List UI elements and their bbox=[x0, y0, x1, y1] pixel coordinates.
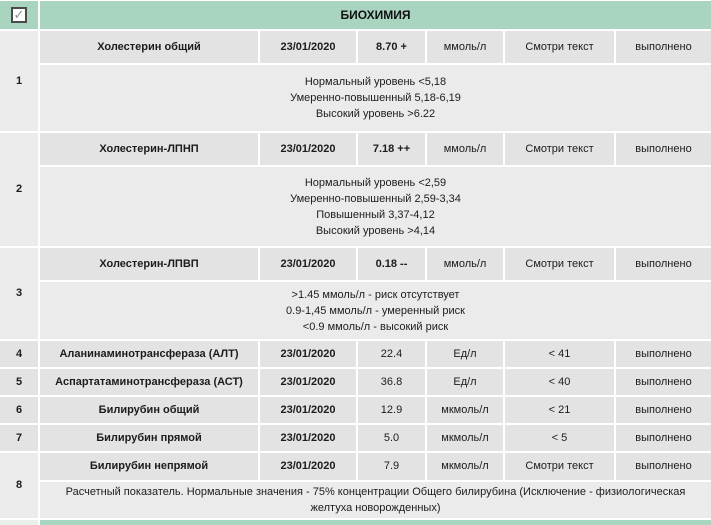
test-reference: Смотри текст bbox=[505, 248, 614, 280]
test-units: ммоль/л bbox=[427, 248, 503, 280]
test-date: 23/01/2020 bbox=[260, 425, 356, 451]
note-line: <0.9 ммоль/л - высокий риск bbox=[302, 320, 449, 333]
test-date: 23/01/2020 bbox=[260, 133, 356, 165]
row-number: 4 bbox=[0, 341, 38, 367]
test-value: 7.18 ++ bbox=[358, 133, 425, 165]
test-date: 23/01/2020 bbox=[260, 248, 356, 280]
note-line: Высокий уровень >6.22 bbox=[315, 108, 436, 120]
note-line: Расчетный показатель. Нормальные значени… bbox=[65, 486, 686, 514]
test-value: 22.4 bbox=[358, 341, 425, 367]
note-line: 0.9-1,45 ммоль/л - умеренный риск bbox=[286, 304, 465, 317]
test-name: Билирубин прямой bbox=[40, 425, 258, 451]
test-date: 23/01/2020 bbox=[260, 341, 356, 367]
test-reference: < 21 bbox=[505, 397, 614, 423]
table-row-group: 2 Холестерин-ЛПНП 23/01/2020 7.18 ++ ммо… bbox=[0, 133, 711, 246]
test-note: >1.45 ммоль/л - риск отсутствует 0.9-1,4… bbox=[40, 282, 711, 339]
test-date: 23/01/2020 bbox=[260, 397, 356, 423]
table-row-group: 8 Билирубин непрямой 23/01/2020 7.9 мкмо… bbox=[0, 453, 711, 518]
note-line: Нормальный уровень <2,59 bbox=[304, 176, 447, 189]
test-units: мкмоль/л bbox=[427, 397, 503, 423]
test-value: 36.8 bbox=[358, 369, 425, 395]
test-note: Нормальный уровень <2,59 Умеренно-повыше… bbox=[40, 167, 711, 246]
test-status: выполнено bbox=[616, 341, 711, 367]
note-line: Умеренно-повышенный 5,18-6,19 bbox=[290, 92, 461, 104]
note-line: Повышенный 3,37-4,12 bbox=[316, 208, 435, 221]
test-name: Холестерин общий bbox=[40, 31, 258, 63]
test-note: Расчетный показатель. Нормальные значени… bbox=[40, 482, 711, 518]
section-title: БИОХИМИЯ bbox=[40, 1, 711, 29]
next-section-title-cell bbox=[40, 520, 711, 525]
select-all-cell: ✓ bbox=[0, 1, 38, 29]
test-status: выполнено bbox=[616, 133, 711, 165]
test-units: ммоль/л bbox=[427, 31, 503, 63]
test-reference: < 41 bbox=[505, 341, 614, 367]
row-number: 2 bbox=[0, 133, 38, 246]
select-all-checkbox[interactable]: ✓ bbox=[11, 7, 27, 23]
test-name: Холестерин-ЛПНП bbox=[40, 133, 258, 165]
test-date: 23/01/2020 bbox=[260, 453, 356, 480]
test-status: выполнено bbox=[616, 369, 711, 395]
test-name: Билирубин непрямой bbox=[40, 453, 258, 480]
test-status: выполнено bbox=[616, 248, 711, 280]
test-value: 5.0 bbox=[358, 425, 425, 451]
next-section-checkbox-cell bbox=[0, 520, 38, 525]
test-units: мкмоль/л bbox=[427, 425, 503, 451]
note-line: Нормальный уровень <5,18 bbox=[304, 76, 447, 88]
section-header: ✓ БИОХИМИЯ bbox=[0, 1, 711, 29]
table-row-group: 3 Холестерин-ЛПВП 23/01/2020 0.18 -- ммо… bbox=[0, 248, 711, 339]
table-row: 6 Билирубин общий 23/01/2020 12.9 мкмоль… bbox=[0, 397, 711, 423]
table-row-group: 1 Холестерин общий 23/01/2020 8.70 + ммо… bbox=[0, 31, 711, 131]
row-number: 1 bbox=[0, 31, 38, 131]
table-row: 5 Аспартатаминотрансфераза (АСТ) 23/01/2… bbox=[0, 369, 711, 395]
test-value: 0.18 -- bbox=[358, 248, 425, 280]
table-row: 4 Аланинаминотрансфераза (АЛТ) 23/01/202… bbox=[0, 341, 711, 367]
test-note: Нормальный уровень <5,18 Умеренно-повыше… bbox=[40, 65, 711, 131]
test-units: Ед/л bbox=[427, 369, 503, 395]
test-units: ммоль/л bbox=[427, 133, 503, 165]
row-number: 8 bbox=[0, 453, 38, 518]
test-name: Холестерин-ЛПВП bbox=[40, 248, 258, 280]
test-status: выполнено bbox=[616, 425, 711, 451]
row-number: 5 bbox=[0, 369, 38, 395]
test-date: 23/01/2020 bbox=[260, 369, 356, 395]
test-value: 7.9 bbox=[358, 453, 425, 480]
test-status: выполнено bbox=[616, 453, 711, 480]
test-reference: Смотри текст bbox=[505, 133, 614, 165]
test-status: выполнено bbox=[616, 397, 711, 423]
checkmark-icon: ✓ bbox=[13, 6, 25, 22]
note-line: Умеренно-повышенный 2,59-3,34 bbox=[290, 192, 461, 205]
note-line: Высокий уровень >4,14 bbox=[315, 224, 436, 237]
table-row: 7 Билирубин прямой 23/01/2020 5.0 мкмоль… bbox=[0, 425, 711, 451]
note-line: >1.45 ммоль/л - риск отсутствует bbox=[291, 288, 460, 301]
test-name: Билирубин общий bbox=[40, 397, 258, 423]
test-name: Аланинаминотрансфераза (АЛТ) bbox=[40, 341, 258, 367]
row-number: 6 bbox=[0, 397, 38, 423]
test-status: выполнено bbox=[616, 31, 711, 63]
test-value: 8.70 + bbox=[358, 31, 425, 63]
test-reference: Смотри текст bbox=[505, 453, 614, 480]
test-units: Ед/л bbox=[427, 341, 503, 367]
next-section-header bbox=[0, 520, 711, 525]
test-reference: < 40 bbox=[505, 369, 614, 395]
row-number: 7 bbox=[0, 425, 38, 451]
test-reference: < 5 bbox=[505, 425, 614, 451]
test-date: 23/01/2020 bbox=[260, 31, 356, 63]
test-value: 12.9 bbox=[358, 397, 425, 423]
test-name: Аспартатаминотрансфераза (АСТ) bbox=[40, 369, 258, 395]
test-reference: Смотри текст bbox=[505, 31, 614, 63]
row-number: 3 bbox=[0, 248, 38, 339]
test-units: мкмоль/л bbox=[427, 453, 503, 480]
